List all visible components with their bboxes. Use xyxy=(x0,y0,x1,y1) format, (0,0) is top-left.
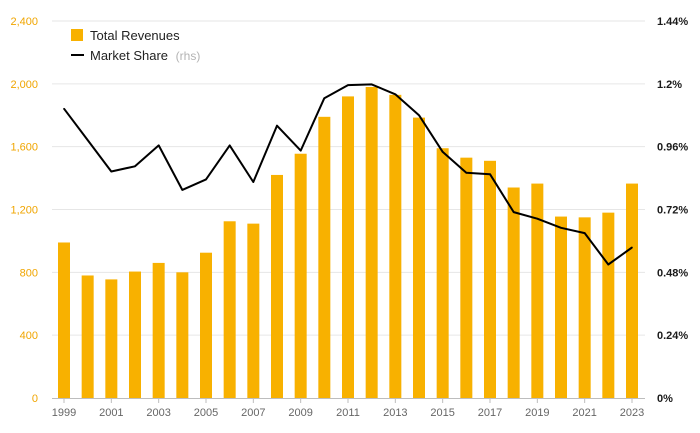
left-tick-label: 1,200 xyxy=(10,205,38,217)
bar-2002 xyxy=(129,271,141,398)
market-share-point-2002 xyxy=(134,165,136,168)
left-tick-label: 2,400 xyxy=(10,16,38,28)
market-share-point-2004 xyxy=(181,189,184,191)
bar-2020 xyxy=(555,216,567,398)
right-tick-label: 0.96% xyxy=(657,142,688,154)
market-share-point-2021 xyxy=(583,232,586,234)
x-axis: 1999 2001 2003 2005 2007 2009 2011 2013 2015 2017… xyxy=(52,398,644,419)
market-share-point-2007 xyxy=(252,181,255,183)
bar-2015 xyxy=(436,148,449,398)
left-tick-label: 1,600 xyxy=(10,142,38,154)
line-series xyxy=(63,83,633,266)
market-share-point-2001 xyxy=(110,170,113,173)
market-share-point-2016 xyxy=(465,172,468,174)
x-tick-label: 2019 xyxy=(525,407,549,419)
market-share-point-2014 xyxy=(418,114,420,117)
x-tick-label: 2015 xyxy=(430,407,454,419)
bar-2007 xyxy=(247,223,260,398)
x-tick-label: 2017 xyxy=(478,407,502,419)
bar-2000 xyxy=(81,275,94,398)
bar-1999 xyxy=(58,242,70,398)
bar-2003 xyxy=(152,262,165,398)
market-share-point-2011 xyxy=(347,84,349,86)
x-tick-label: 2009 xyxy=(288,407,312,419)
market-share-point-2020 xyxy=(560,227,562,229)
market-share-point-2006 xyxy=(228,144,231,147)
legend-market-share-name: Market Share xyxy=(90,48,168,63)
right-y-axis: 0% 0.24% 0.48% 0.72% 0.96% 1.2% 1.44% xyxy=(657,16,688,405)
bar-2008 xyxy=(271,174,283,398)
left-tick-label: 2,000 xyxy=(10,79,38,91)
bar-series xyxy=(58,86,638,399)
legend-label-total-revenues: Total Revenues xyxy=(90,28,180,43)
x-tick-label: 2005 xyxy=(194,407,218,419)
market-share-point-2010 xyxy=(323,97,326,100)
market-share-point-2019 xyxy=(536,217,539,220)
left-tick-label: 0 xyxy=(32,393,38,405)
x-tick-label: 2003 xyxy=(146,407,170,419)
bar-2009 xyxy=(294,153,307,398)
market-share-point-1999 xyxy=(63,107,65,110)
bar-2011 xyxy=(342,96,354,399)
x-tick-label: 1999 xyxy=(52,407,76,419)
market-share-point-2012 xyxy=(370,83,373,86)
bar-2018 xyxy=(507,187,520,398)
right-tick-label: 0.48% xyxy=(657,267,688,279)
legend: Total Revenues Market Share (rhs) xyxy=(71,28,200,63)
bar-2005 xyxy=(200,252,212,398)
market-share-point-2023 xyxy=(631,246,633,249)
market-share-point-2022 xyxy=(607,263,610,266)
legend-swatch-total-revenues xyxy=(71,29,83,41)
left-y-axis: 0 400 800 1,200 1,600 2,000 2,400 xyxy=(10,16,38,405)
right-tick-label: 0% xyxy=(657,393,673,405)
left-tick-label: 800 xyxy=(20,267,38,279)
market-share-point-2005 xyxy=(205,178,207,181)
x-tick-label: 2001 xyxy=(99,407,123,419)
bar-2004 xyxy=(176,272,189,398)
bar-2006 xyxy=(223,221,236,398)
bar-2010 xyxy=(318,116,331,398)
bar-2017 xyxy=(484,160,496,398)
market-share-point-2009 xyxy=(299,149,302,152)
left-tick-label: 400 xyxy=(20,330,38,342)
bar-2019 xyxy=(531,183,544,398)
bar-2013 xyxy=(389,94,402,399)
bar-2001 xyxy=(105,279,118,398)
bar-2014 xyxy=(413,117,425,398)
right-tick-label: 1.44% xyxy=(657,16,688,28)
market-share-point-2003 xyxy=(157,144,160,147)
legend-label-market-share: Market Share (rhs) xyxy=(90,48,200,63)
right-tick-label: 0.24% xyxy=(657,330,688,342)
market-share-point-2018 xyxy=(512,211,515,213)
x-tick-label: 2013 xyxy=(383,407,407,419)
x-tick-label: 2023 xyxy=(620,407,644,419)
legend-market-share-suffix: (rhs) xyxy=(176,49,201,63)
market-share-point-2013 xyxy=(394,93,397,96)
bar-2023 xyxy=(626,183,638,398)
right-tick-label: 1.2% xyxy=(657,79,682,91)
market-share-point-2008 xyxy=(276,124,278,127)
bar-2016 xyxy=(460,157,473,398)
right-tick-label: 0.72% xyxy=(657,205,688,217)
x-tick-label: 2011 xyxy=(336,407,360,419)
bar-2012 xyxy=(365,86,378,398)
market-share-point-2015 xyxy=(441,151,444,153)
x-tick-label: 2007 xyxy=(241,407,265,419)
market-share-point-2017 xyxy=(489,173,491,175)
x-tick-label: 2021 xyxy=(572,407,596,419)
market-share-point-2000 xyxy=(86,139,89,141)
bar-2021 xyxy=(578,217,591,398)
bar-2022 xyxy=(602,212,615,398)
